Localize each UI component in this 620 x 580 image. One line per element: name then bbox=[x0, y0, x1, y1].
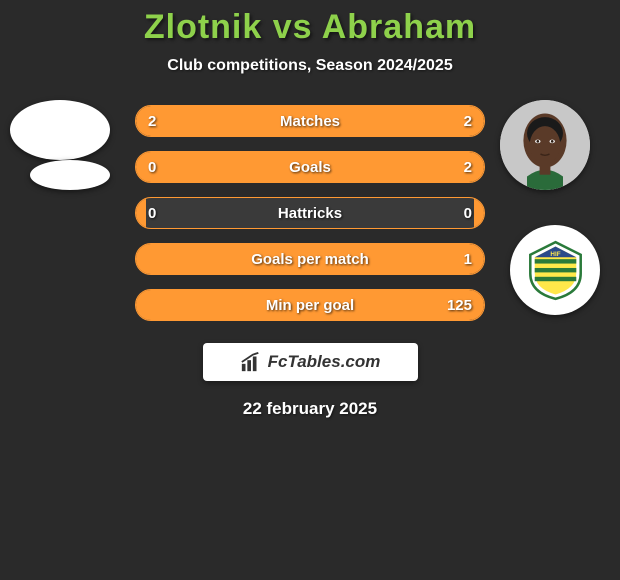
stat-label: Matches bbox=[136, 113, 484, 130]
player1-club-badge bbox=[30, 160, 110, 190]
stat-right-value: 2 bbox=[464, 159, 472, 176]
date-label: 22 february 2025 bbox=[0, 399, 620, 419]
stat-row: Min per goal125 bbox=[135, 289, 485, 321]
chart-icon bbox=[240, 351, 262, 373]
brand-label: FcTables.com bbox=[268, 352, 381, 372]
player1-avatar bbox=[10, 100, 110, 160]
player2-avatar bbox=[500, 100, 590, 190]
stats-area: HIF 2Matches20Goals20Hattricks0Goals per… bbox=[0, 105, 620, 321]
stat-right-value: 125 bbox=[447, 297, 472, 314]
stat-label: Hattricks bbox=[136, 205, 484, 222]
stat-label: Goals per match bbox=[136, 251, 484, 268]
comparison-card: Zlotnik vs Abraham Club competitions, Se… bbox=[0, 0, 620, 419]
stat-right-value: 2 bbox=[464, 113, 472, 130]
stat-rows: 2Matches20Goals20Hattricks0Goals per mat… bbox=[135, 105, 485, 321]
stat-row: 0Goals2 bbox=[135, 151, 485, 183]
stat-right-value: 1 bbox=[464, 251, 472, 268]
stat-label: Min per goal bbox=[136, 297, 484, 314]
stat-label: Goals bbox=[136, 159, 484, 176]
brand-box[interactable]: FcTables.com bbox=[203, 343, 418, 381]
stat-row: Goals per match1 bbox=[135, 243, 485, 275]
stat-row: 0Hattricks0 bbox=[135, 197, 485, 229]
stat-right-value: 0 bbox=[464, 205, 472, 222]
subtitle: Club competitions, Season 2024/2025 bbox=[0, 57, 620, 75]
svg-text:HIF: HIF bbox=[550, 251, 560, 258]
stat-row: 2Matches2 bbox=[135, 105, 485, 137]
player2-club-badge: HIF bbox=[510, 225, 600, 315]
page-title: Zlotnik vs Abraham bbox=[0, 8, 620, 47]
